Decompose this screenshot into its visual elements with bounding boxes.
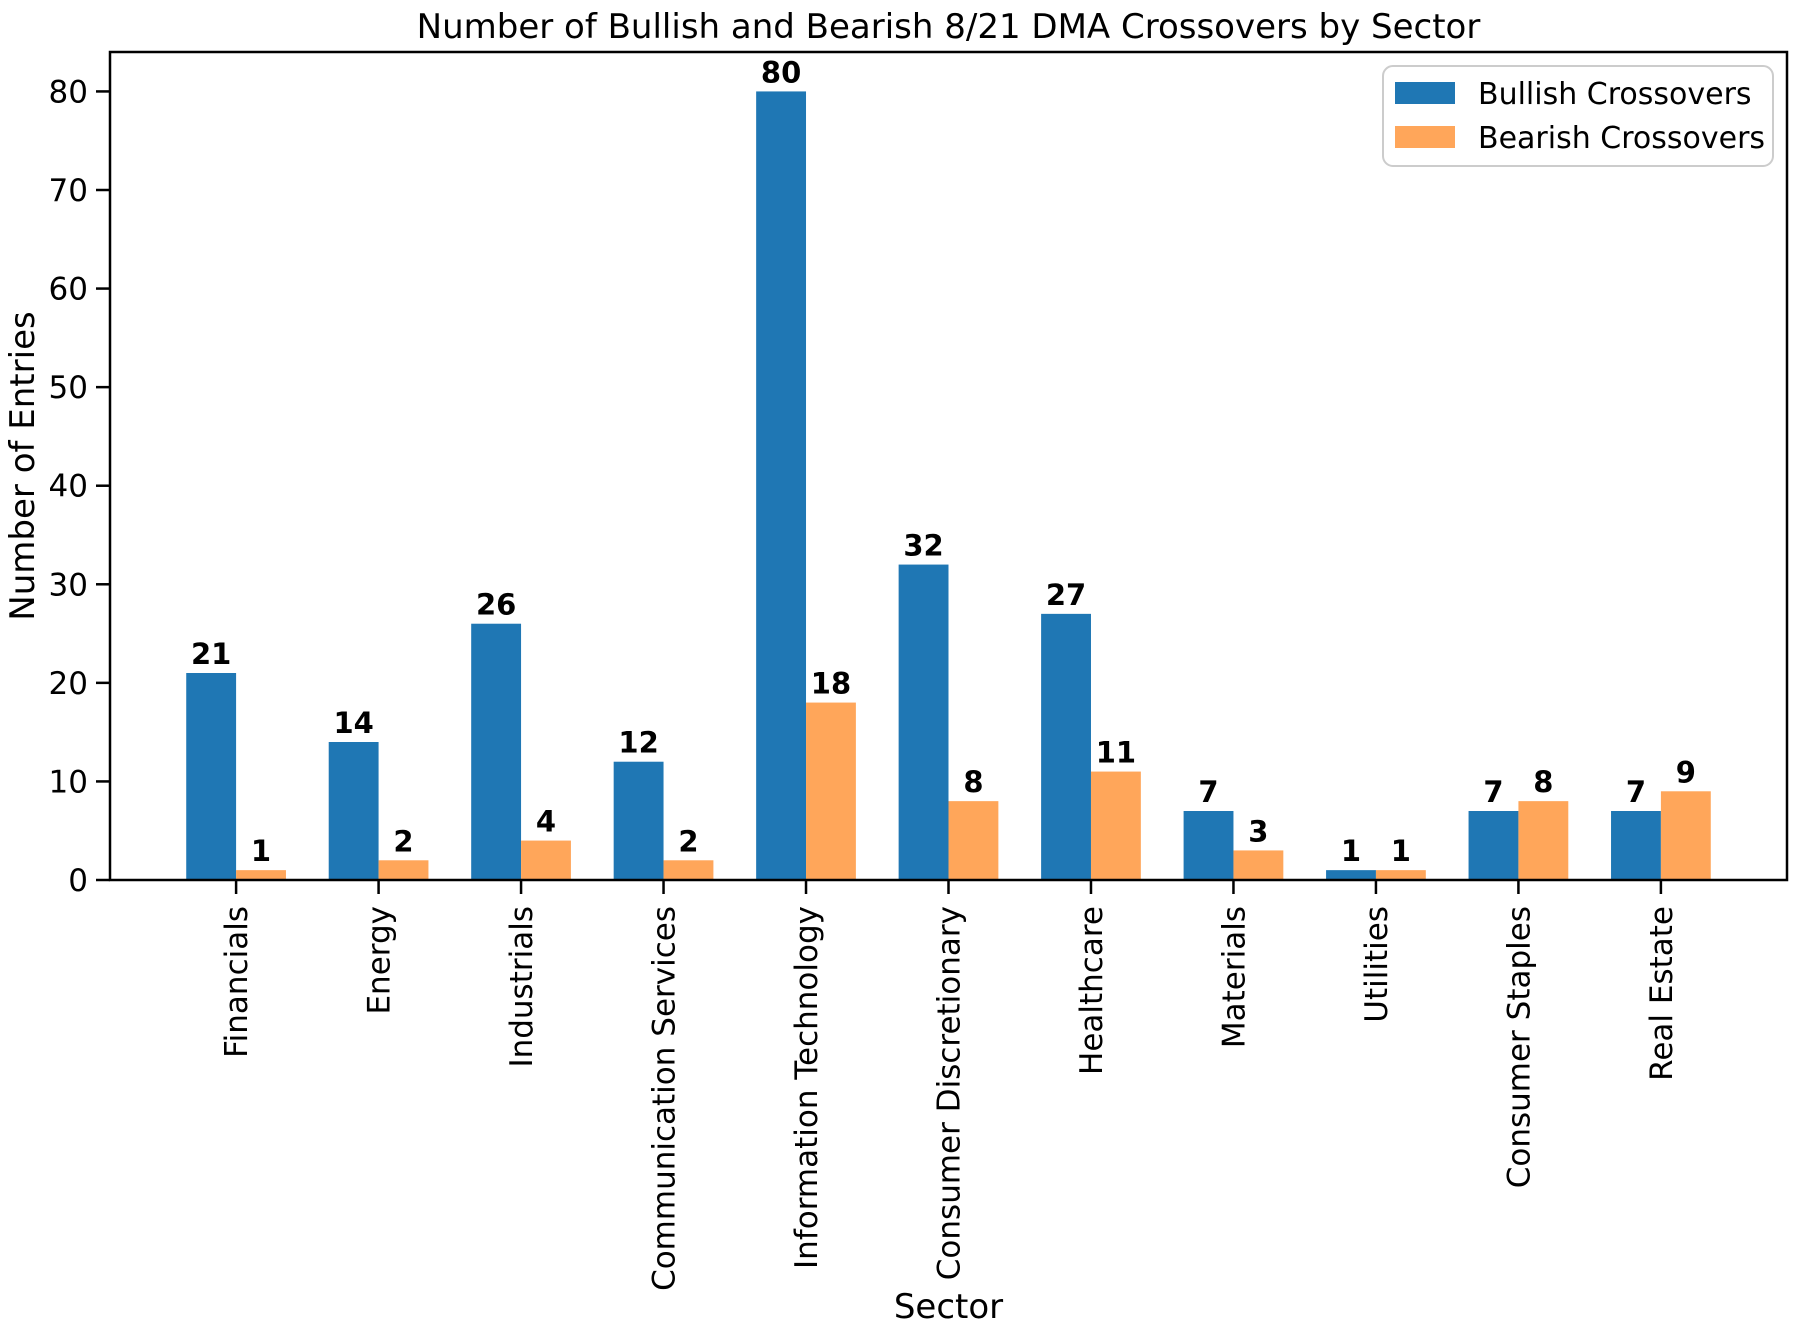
bar-bearish-communication-services <box>663 860 714 880</box>
bar-bullish-financials <box>186 673 237 880</box>
y-tick-label: 10 <box>49 764 88 800</box>
x-tick-label-consumer-discretionary: Consumer Discretionary <box>932 906 968 1280</box>
bar-bearish-healthcare <box>1090 771 1141 880</box>
plot-border <box>108 50 1789 882</box>
bar-bullish-energy <box>328 742 379 880</box>
bar-bullish-utilities <box>1326 870 1376 880</box>
y-tick-label: 0 <box>68 863 88 899</box>
value-label-bullish-real-estate: 7 <box>1626 775 1646 809</box>
x-tick-label-utilities: Utilities <box>1359 906 1395 1023</box>
value-label-bearish-communication-services: 2 <box>678 824 698 858</box>
legend-label-bullish: Bullish Crossovers <box>1478 77 1752 112</box>
x-tick-label-real-estate: Real Estate <box>1644 906 1680 1081</box>
y-axis-label: Number of Entries <box>3 311 43 620</box>
value-label-bullish-energy: 14 <box>333 706 373 740</box>
x-tick-label-consumer-staples: Consumer Staples <box>1501 906 1537 1188</box>
value-label-bearish-materials: 3 <box>1248 814 1268 848</box>
y-tick-label: 30 <box>49 567 88 603</box>
x-tick-label-energy: Energy <box>362 906 398 1015</box>
legend-box <box>1382 65 1774 167</box>
y-tick-label: 80 <box>49 74 88 110</box>
value-label-bullish-utilities: 1 <box>1341 834 1361 868</box>
value-label-bullish-information-technology: 80 <box>761 55 801 89</box>
x-tick-label-materials: Materials <box>1216 906 1252 1048</box>
x-tick-label-industrials: Industrials <box>504 906 540 1068</box>
value-label-bullish-healthcare: 27 <box>1046 578 1086 612</box>
bar-bullish-communication-services <box>613 761 664 880</box>
y-tick-label: 60 <box>49 272 88 308</box>
x-tick-label-communication-services: Communication Services <box>647 906 683 1291</box>
x-tick-label-financials: Financials <box>219 906 255 1058</box>
value-label-bearish-consumer-discretionary: 8 <box>963 765 983 799</box>
legend-swatch-bearish <box>1395 126 1455 148</box>
y-tick-label: 20 <box>49 666 88 702</box>
bar-bearish-real-estate <box>1660 791 1711 880</box>
value-label-bearish-financials: 1 <box>251 834 271 868</box>
bar-bullish-information-technology <box>756 91 807 880</box>
value-label-bearish-consumer-staples: 8 <box>1533 765 1553 799</box>
bar-bearish-financials <box>236 870 286 880</box>
y-tick-label: 40 <box>49 469 88 505</box>
value-label-bearish-industrials: 4 <box>536 805 556 839</box>
value-label-bearish-information-technology: 18 <box>811 667 851 701</box>
value-label-bullish-consumer-staples: 7 <box>1483 775 1503 809</box>
bar-bullish-real-estate <box>1611 811 1661 880</box>
bar-bearish-industrials <box>521 840 571 880</box>
legend-label-bearish: Bearish Crossovers <box>1478 121 1765 156</box>
y-tick-label: 70 <box>49 173 88 209</box>
value-label-bearish-real-estate: 9 <box>1676 755 1696 789</box>
bar-bearish-utilities <box>1375 870 1426 880</box>
value-label-bullish-consumer-discretionary: 32 <box>903 529 943 563</box>
value-label-bearish-energy: 2 <box>393 824 413 858</box>
x-axis-label: Sector <box>894 1287 1003 1327</box>
chart-title: Number of Bullish and Bearish 8/21 DMA C… <box>417 7 1481 47</box>
x-tick-label-information-technology: Information Technology <box>789 906 825 1269</box>
bar-bearish-consumer-discretionary <box>948 801 999 880</box>
value-label-bullish-materials: 7 <box>1198 775 1218 809</box>
bar-bearish-information-technology <box>806 702 856 880</box>
x-tick-label-healthcare: Healthcare <box>1074 906 1110 1075</box>
legend-swatch-bullish <box>1395 82 1455 104</box>
bar-bearish-consumer-staples <box>1518 801 1569 880</box>
bar-bearish-materials <box>1233 850 1284 880</box>
y-tick-label: 50 <box>49 370 88 406</box>
value-label-bearish-utilities: 1 <box>1391 834 1411 868</box>
bar-bullish-consumer-discretionary <box>898 564 949 880</box>
value-label-bullish-industrials: 26 <box>476 588 516 622</box>
bar-bullish-materials <box>1183 811 1234 880</box>
bar-bullish-industrials <box>471 623 522 880</box>
value-label-bearish-healthcare: 11 <box>1096 736 1136 770</box>
value-label-bullish-communication-services: 12 <box>618 726 658 760</box>
bar-bullish-healthcare <box>1041 613 1091 880</box>
bar-bearish-energy <box>378 860 429 880</box>
value-label-bullish-financials: 21 <box>191 637 231 671</box>
bar-bullish-consumer-staples <box>1468 811 1519 880</box>
